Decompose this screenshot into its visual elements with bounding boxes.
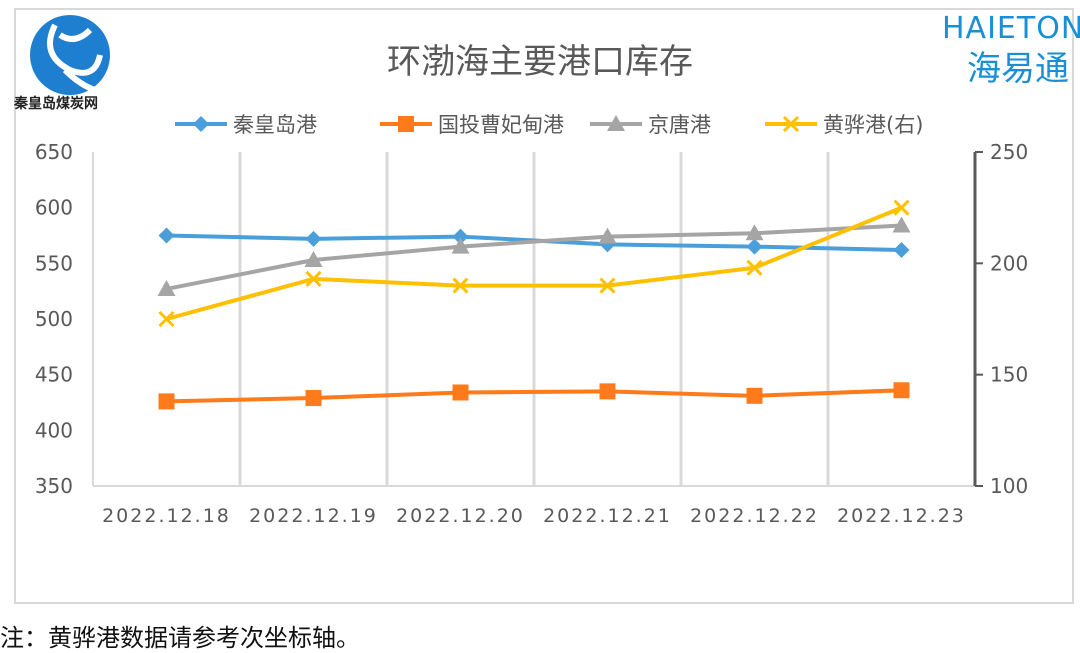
data-point [746,387,763,404]
legend-marker-square [398,116,414,132]
y-right-tick-label: 100 [990,474,1028,498]
data-point [304,250,323,267]
series-line [165,205,903,321]
data-point [746,259,763,276]
data-point [305,390,322,407]
logo-swoosh [47,23,103,93]
y-left-tick-label: 500 [35,307,73,331]
legend-marker-x [782,115,800,133]
footnote: 注：黄骅港数据请参考次坐标轴。 [0,624,360,652]
data-point [305,230,322,247]
series-triangle [157,216,911,296]
right-logo-cn: 海易通 [967,49,1069,89]
data-point [158,227,175,244]
series-line [166,223,902,291]
right-logo-en: HAIETONG [942,11,1080,46]
series-x [158,199,910,328]
x-tick-label: 2022.12.21 [543,505,672,527]
data-point [893,241,910,258]
x-tick-label: 2022.12.19 [249,505,378,527]
chart-title: 环渤海主要港口库存 [387,42,693,82]
y-left-tick-label: 350 [35,474,73,498]
right-logo: HAIETONG海易通 [942,11,1080,89]
x-tick-label: 2022.12.22 [690,505,819,527]
legend-item: 黄骅港(右) [765,113,923,137]
legend-item: 国投曹妃甸港 [380,113,564,137]
left-logo: 秦皇岛煤炭网 [13,15,110,112]
legend-label: 国投曹妃甸港 [438,113,564,137]
data-point [746,238,763,255]
data-point [745,224,764,241]
y-right-tick-label: 150 [990,363,1028,387]
x-tick-label: 2022.12.23 [837,505,966,527]
data-point [893,382,910,399]
data-point [158,393,175,410]
x-tick-label: 2022.12.20 [396,505,525,527]
data-point [599,383,616,400]
data-point [598,227,617,244]
legend-label: 黄骅港(右) [823,113,923,137]
legend-marker-diamond [193,116,209,132]
x-tick-label: 2022.12.18 [102,505,231,527]
y-right-tick-label: 200 [990,251,1028,275]
y-left-tick-label: 650 [35,140,73,164]
data-point [892,216,911,233]
data-point [452,384,469,401]
y-left-tick-label: 450 [35,363,73,387]
y-left-tick-label: 600 [35,196,73,220]
series-square [158,382,910,410]
data-point [305,270,322,287]
legend-item: 京唐港 [590,113,711,137]
data-point [452,277,469,294]
left-logo-text: 秦皇岛煤炭网 [13,95,98,112]
data-point [599,277,616,294]
data-point [158,310,175,328]
legend-label: 京唐港 [648,113,711,137]
data-point [157,279,176,296]
y-left-tick-label: 400 [35,418,73,442]
chart-frame [14,8,1074,604]
legend-marker-triangle [607,115,625,131]
legend-item: 秦皇岛港 [175,113,317,137]
data-point [452,228,469,245]
data-point [451,237,470,254]
y-left-tick-label: 550 [35,251,73,275]
legend-label: 秦皇岛港 [233,113,317,137]
y-right-tick-label: 250 [990,140,1028,164]
series-line [166,388,902,404]
data-point [893,199,910,216]
